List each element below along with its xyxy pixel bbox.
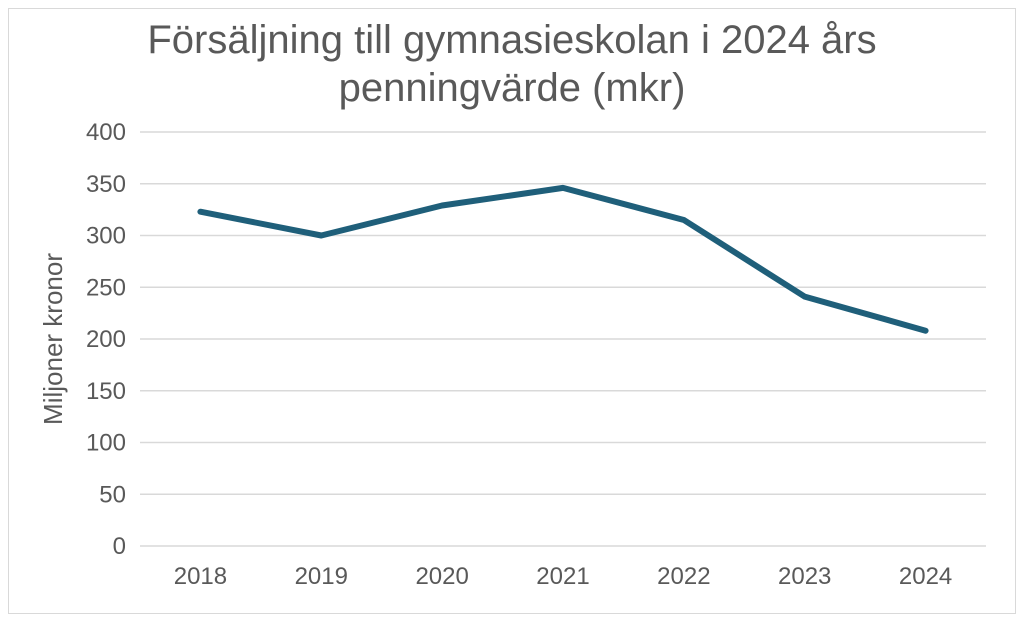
x-tick-label: 2021 — [536, 563, 589, 590]
y-tick-label: 250 — [86, 274, 126, 301]
y-tick-label: 0 — [113, 533, 126, 560]
series-line — [197, 184, 929, 334]
x-tick-label: 2022 — [657, 563, 710, 590]
y-tick-labels: 0 50 100 150 200 250 300 350 400 — [86, 119, 126, 560]
x-tick-label: 2023 — [778, 563, 831, 590]
y-tick-label: 350 — [86, 171, 126, 198]
x-tick-labels: 2018 2019 2020 2021 2022 2023 2024 — [174, 563, 953, 590]
chart-title-line-1: Försäljning till gymnasieskolan i 2024 å… — [147, 18, 877, 62]
y-tick-label: 50 — [99, 481, 126, 508]
y-tick-label: 300 — [86, 223, 126, 250]
gridlines — [140, 131, 986, 547]
y-tick-label: 400 — [86, 119, 126, 146]
x-tick-label: 2019 — [295, 563, 348, 590]
data-series — [197, 184, 929, 334]
x-tick-label: 2020 — [415, 563, 468, 590]
x-tick-label: 2018 — [174, 563, 227, 590]
y-tick-label: 100 — [86, 430, 126, 457]
y-tick-label: 150 — [86, 378, 126, 405]
chart-title: Försäljning till gymnasieskolan i 2024 å… — [0, 16, 1024, 112]
y-tick-label: 200 — [86, 326, 126, 353]
chart-title-line-2: penningvärde (mkr) — [338, 66, 686, 110]
y-axis-title: Miljoner kronor — [38, 253, 68, 425]
x-tick-label: 2024 — [899, 563, 952, 590]
